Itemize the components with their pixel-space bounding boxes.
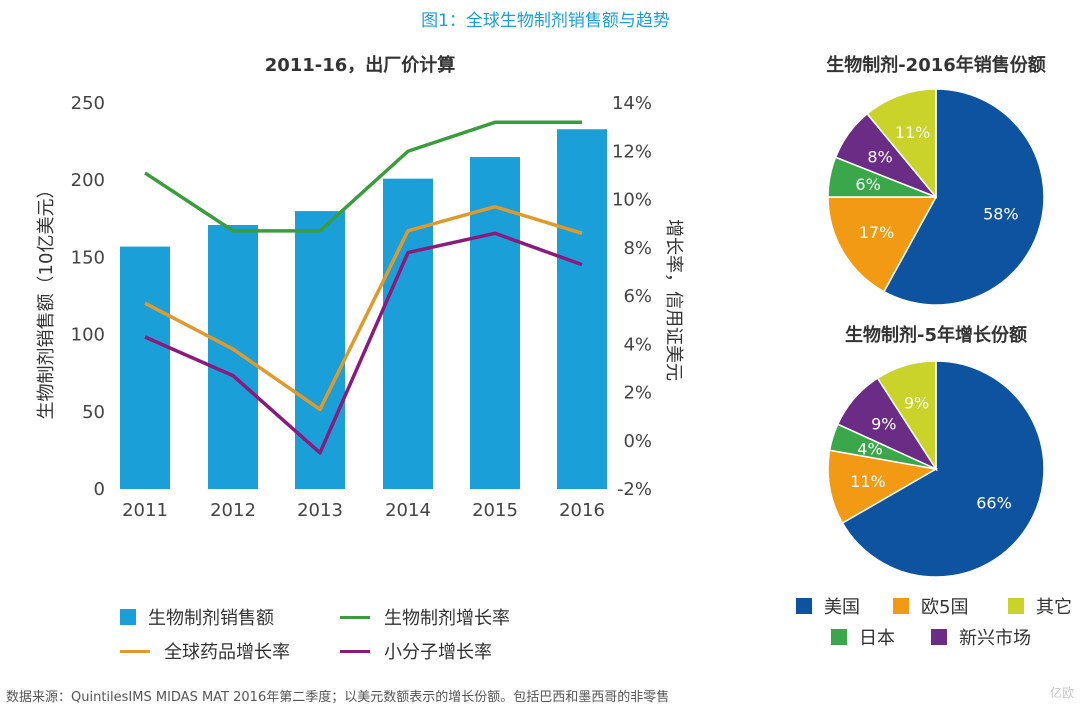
pie-value-label: 11% (850, 472, 886, 491)
bar-chart-title: 2011-16，出厂价计算 (265, 54, 456, 76)
bar (295, 211, 345, 489)
left-axis-ticks: 250 200 150 100 50 0 (71, 93, 105, 500)
pie-legend-label: 日本 (859, 628, 895, 649)
figure-title: 图1：全球生物制剂销售额与趋势 (421, 11, 670, 31)
left-tick-label: 250 (71, 93, 105, 114)
pie-legend-usa: 美国 (796, 593, 860, 619)
x-tick-label: 2011 (122, 500, 168, 521)
legend-swatch-line (340, 615, 370, 619)
pie-value-label: 8% (867, 147, 892, 166)
right-tick-label: 6% (623, 286, 652, 307)
bar (208, 224, 258, 489)
lines-group (144, 120, 583, 455)
bar (557, 129, 607, 490)
pie-slice (827, 196, 938, 293)
pie-legend-label: 其它 (1036, 597, 1072, 618)
pie-legend-swatch (831, 629, 847, 645)
pie2-group: 66% 11% 4% 9% 9% (827, 360, 1045, 578)
pie2-title: 生物制剂-5年增长份额 (845, 324, 1027, 346)
legend-label: 生物制剂增长率 (384, 608, 510, 629)
legend-label: 全球药品增长率 (164, 642, 290, 663)
left-tick-label: 0 (94, 479, 105, 500)
pie-value-label: 11% (895, 123, 931, 142)
source-note: 数据来源：QuintilesIMS MIDAS MAT 2016年第二季度；以美… (6, 690, 670, 705)
pie-value-label: 4% (857, 439, 882, 458)
pie-legend-swatch (931, 629, 947, 645)
right-axis-ticks: 14% 12% 10% 8% 6% 4% 2% 0% -2% (612, 93, 652, 500)
x-tick-label: 2015 (472, 500, 518, 521)
pie-slice (841, 360, 1045, 578)
legend-swatch-line (340, 649, 370, 653)
pie-value-label: 9% (871, 415, 896, 434)
pie1-group: 58% 17% 6% 8%11% (827, 88, 1045, 306)
pie-legend-swatch (796, 598, 812, 614)
x-tick-label: 2014 (385, 500, 431, 521)
right-tick-label: -2% (617, 479, 652, 500)
x-tick-label: 2012 (210, 500, 256, 521)
legend-label: 小分子增长率 (384, 642, 492, 663)
pie-legend-label: 欧5国 (921, 597, 969, 618)
x-tick-label: 2016 (559, 500, 605, 521)
series-line (144, 204, 583, 412)
pie-value-label: 58% (983, 205, 1019, 224)
pie-legend-label: 美国 (824, 597, 860, 618)
left-tick-label: 50 (82, 402, 105, 423)
pie-legend-swatch (893, 598, 909, 614)
pie-legend-label: 新兴市场 (959, 628, 1031, 649)
pie-legend-emerging: 新兴市场 (931, 624, 1031, 650)
legend-swatch-bar (120, 609, 136, 625)
legend-swatch-line (120, 649, 150, 653)
pie-slice (876, 360, 937, 472)
pie-value-label: 17% (859, 223, 895, 242)
legend-small-molecule: 小分子增长率 (340, 638, 492, 664)
right-tick-label: 0% (623, 431, 652, 452)
pie-legend-japan: 日本 (831, 624, 895, 650)
pie-legend-eu5: 欧5国 (893, 593, 968, 619)
x-tick-label: 2013 (297, 500, 343, 521)
legend-bio-sales: 生物制剂销售额 (120, 604, 274, 630)
series-line (144, 120, 582, 233)
left-tick-label: 150 (71, 247, 105, 268)
pie-slice (882, 88, 1045, 306)
pie-value-label: 66% (976, 493, 1012, 512)
pie1-title: 生物制剂-2016年销售份额 (826, 54, 1046, 76)
right-tick-label: 14% (612, 93, 652, 114)
right-tick-label: 2% (623, 383, 652, 404)
pie-value-label: 6% (855, 175, 880, 194)
y-axis-label-right: 增长率，信用证美元 (663, 219, 684, 381)
legend-label: 生物制剂销售额 (148, 608, 274, 629)
x-axis-ticks: 2011 2012 2013 2014 2015 2016 (122, 500, 605, 521)
pie-legend-swatch (1008, 598, 1024, 614)
bars-group (120, 129, 607, 490)
legend-global-growth: 全球药品增长率 (120, 638, 290, 664)
right-tick-label: 10% (612, 190, 652, 211)
watermark: 亿欧 (1050, 686, 1075, 700)
right-tick-label: 4% (623, 334, 652, 355)
right-tick-label: 12% (612, 141, 652, 162)
right-tick-label: 8% (623, 238, 652, 259)
series-line (144, 231, 583, 455)
left-tick-label: 100 (71, 325, 105, 346)
pie-slice (866, 88, 937, 200)
y-axis-label-left: 生物制剂销售额（10亿美元） (36, 181, 57, 420)
pie-slice (827, 449, 939, 525)
bar (120, 246, 170, 489)
legend-bio-growth: 生物制剂增长率 (340, 604, 510, 630)
pie-value-label: 9% (904, 394, 929, 413)
left-tick-label: 200 (71, 170, 105, 191)
pie-legend-other: 其它 (1008, 593, 1072, 619)
